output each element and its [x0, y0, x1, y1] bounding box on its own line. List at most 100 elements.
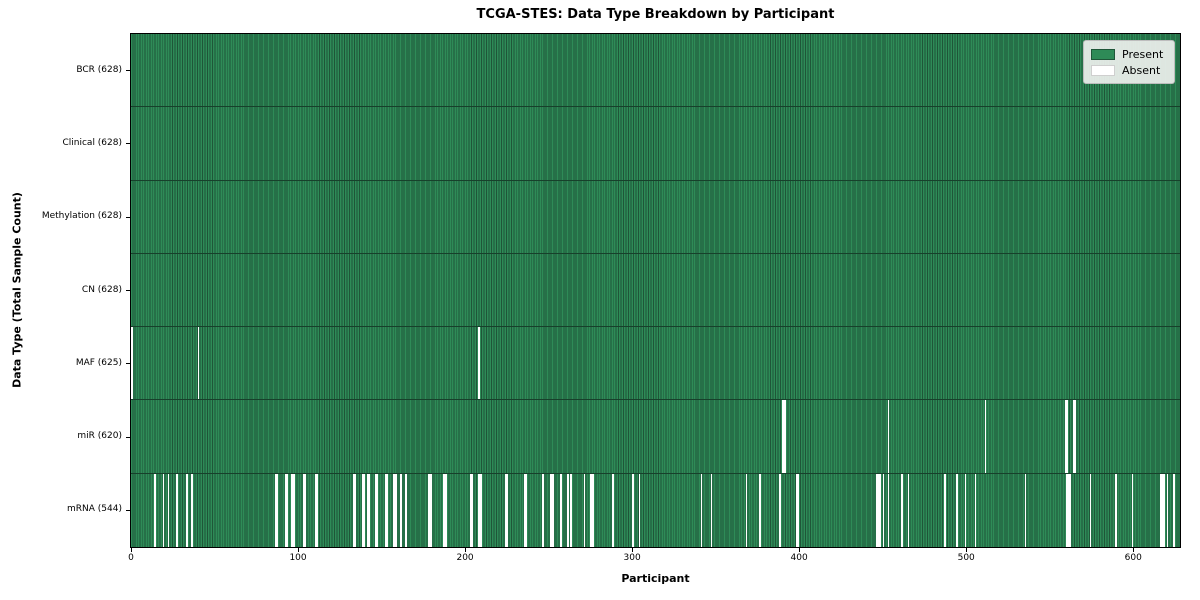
absent-stripe [361, 473, 364, 547]
absent-stripe [191, 473, 193, 547]
absent-stripe [570, 473, 572, 547]
legend-label-present: Present [1122, 47, 1164, 61]
heatmap-row-maf [131, 327, 1180, 401]
absent-stripe [480, 473, 482, 547]
absent-stripe [1069, 473, 1072, 547]
absent-stripe [592, 473, 594, 547]
absent-stripe [284, 473, 287, 547]
x-axis-label: Participant [621, 572, 690, 585]
absent-stripe [197, 327, 200, 400]
absent-stripe [131, 327, 133, 400]
heatmap-row-clinical [131, 107, 1180, 181]
x-tick [130, 548, 132, 552]
absent-stripe [1066, 473, 1069, 547]
absent-stripe [551, 473, 554, 547]
y-tick [126, 509, 130, 511]
absent-stripe [176, 473, 178, 547]
x-tick-label: 500 [957, 553, 975, 563]
absent-stripe [374, 473, 377, 547]
absent-stripe [368, 473, 370, 547]
absent-stripe [505, 473, 507, 547]
x-tick-label: 200 [456, 553, 474, 563]
absent-stripe [541, 473, 544, 547]
absent-stripe [376, 473, 379, 547]
absent-stripe [386, 473, 389, 547]
y-tick [126, 70, 130, 72]
absent-stripe [291, 473, 293, 547]
absent-stripe [974, 473, 977, 547]
absent-stripe [901, 473, 903, 547]
x-tick [631, 548, 633, 552]
x-tick-label: 300 [623, 553, 641, 563]
heatmap-row-mir [131, 400, 1180, 474]
absent-stripe [363, 473, 365, 547]
x-tick [464, 548, 466, 552]
absent-stripe [394, 473, 397, 547]
absent-stripe [353, 473, 355, 547]
absent-swatch [1091, 64, 1115, 76]
y-tick-label: BCR (628) [76, 64, 122, 75]
absent-stripe [523, 473, 526, 547]
absent-stripe [944, 473, 947, 547]
legend-item-present: Present [1091, 46, 1167, 62]
absent-stripe [887, 400, 890, 473]
present-swatch [1091, 48, 1115, 60]
absent-stripe [276, 473, 278, 547]
absent-stripe [316, 473, 319, 547]
absent-stripe [384, 473, 387, 547]
absent-stripe [632, 473, 634, 547]
absent-stripe [784, 400, 786, 473]
y-tick-label: miR (620) [77, 431, 122, 442]
absent-stripe [478, 473, 481, 547]
absent-stripe [274, 473, 277, 547]
x-tick-label: 600 [1124, 553, 1142, 563]
absent-stripe [445, 473, 447, 547]
absent-stripe [186, 473, 188, 547]
y-tick [126, 436, 130, 438]
absent-stripe [1161, 473, 1164, 547]
y-tick-label: mRNA (544) [67, 504, 122, 515]
absent-stripe [700, 473, 703, 547]
absent-stripe [875, 473, 878, 547]
absent-stripe [293, 473, 295, 547]
absent-stripe [1064, 400, 1067, 473]
x-tick [1132, 548, 1134, 552]
absent-stripe [1163, 473, 1165, 547]
absent-stripe [779, 473, 781, 547]
absent-stripe [1024, 473, 1027, 547]
absent-stripe [404, 473, 407, 547]
absent-stripe [443, 473, 446, 547]
absent-stripe [590, 473, 592, 547]
absent-stripe [612, 473, 614, 547]
absent-stripe [304, 473, 307, 547]
absent-stripe [907, 473, 910, 547]
absent-stripe [1074, 400, 1077, 473]
absent-stripe [710, 473, 713, 547]
chart-title: TCGA-STES: Data Type Breakdown by Partic… [476, 7, 835, 22]
absent-stripe [1159, 473, 1162, 547]
x-tick-label: 0 [128, 553, 134, 563]
absent-stripe [471, 473, 474, 547]
y-tick [126, 290, 130, 291]
absent-stripe [286, 473, 288, 547]
x-tick-label: 100 [289, 553, 307, 563]
x-tick-label: 400 [790, 553, 808, 563]
heatmap-row-mrna [131, 473, 1180, 547]
absent-stripe [583, 473, 586, 547]
absent-stripe [797, 473, 800, 547]
absent-stripe [956, 473, 958, 547]
y-tick [126, 143, 130, 145]
absent-stripe [428, 473, 430, 547]
absent-stripe [366, 473, 369, 547]
y-tick-label: Methylation (628) [41, 211, 122, 222]
absent-stripe [1089, 473, 1092, 547]
absent-stripe [1073, 400, 1075, 473]
absent-stripe [429, 473, 432, 547]
absent-stripe [984, 400, 987, 473]
absent-stripe [399, 473, 402, 547]
absent-stripe [393, 473, 395, 547]
absent-stripe [525, 473, 527, 547]
absent-stripe [964, 473, 967, 547]
absent-stripe [354, 473, 357, 547]
